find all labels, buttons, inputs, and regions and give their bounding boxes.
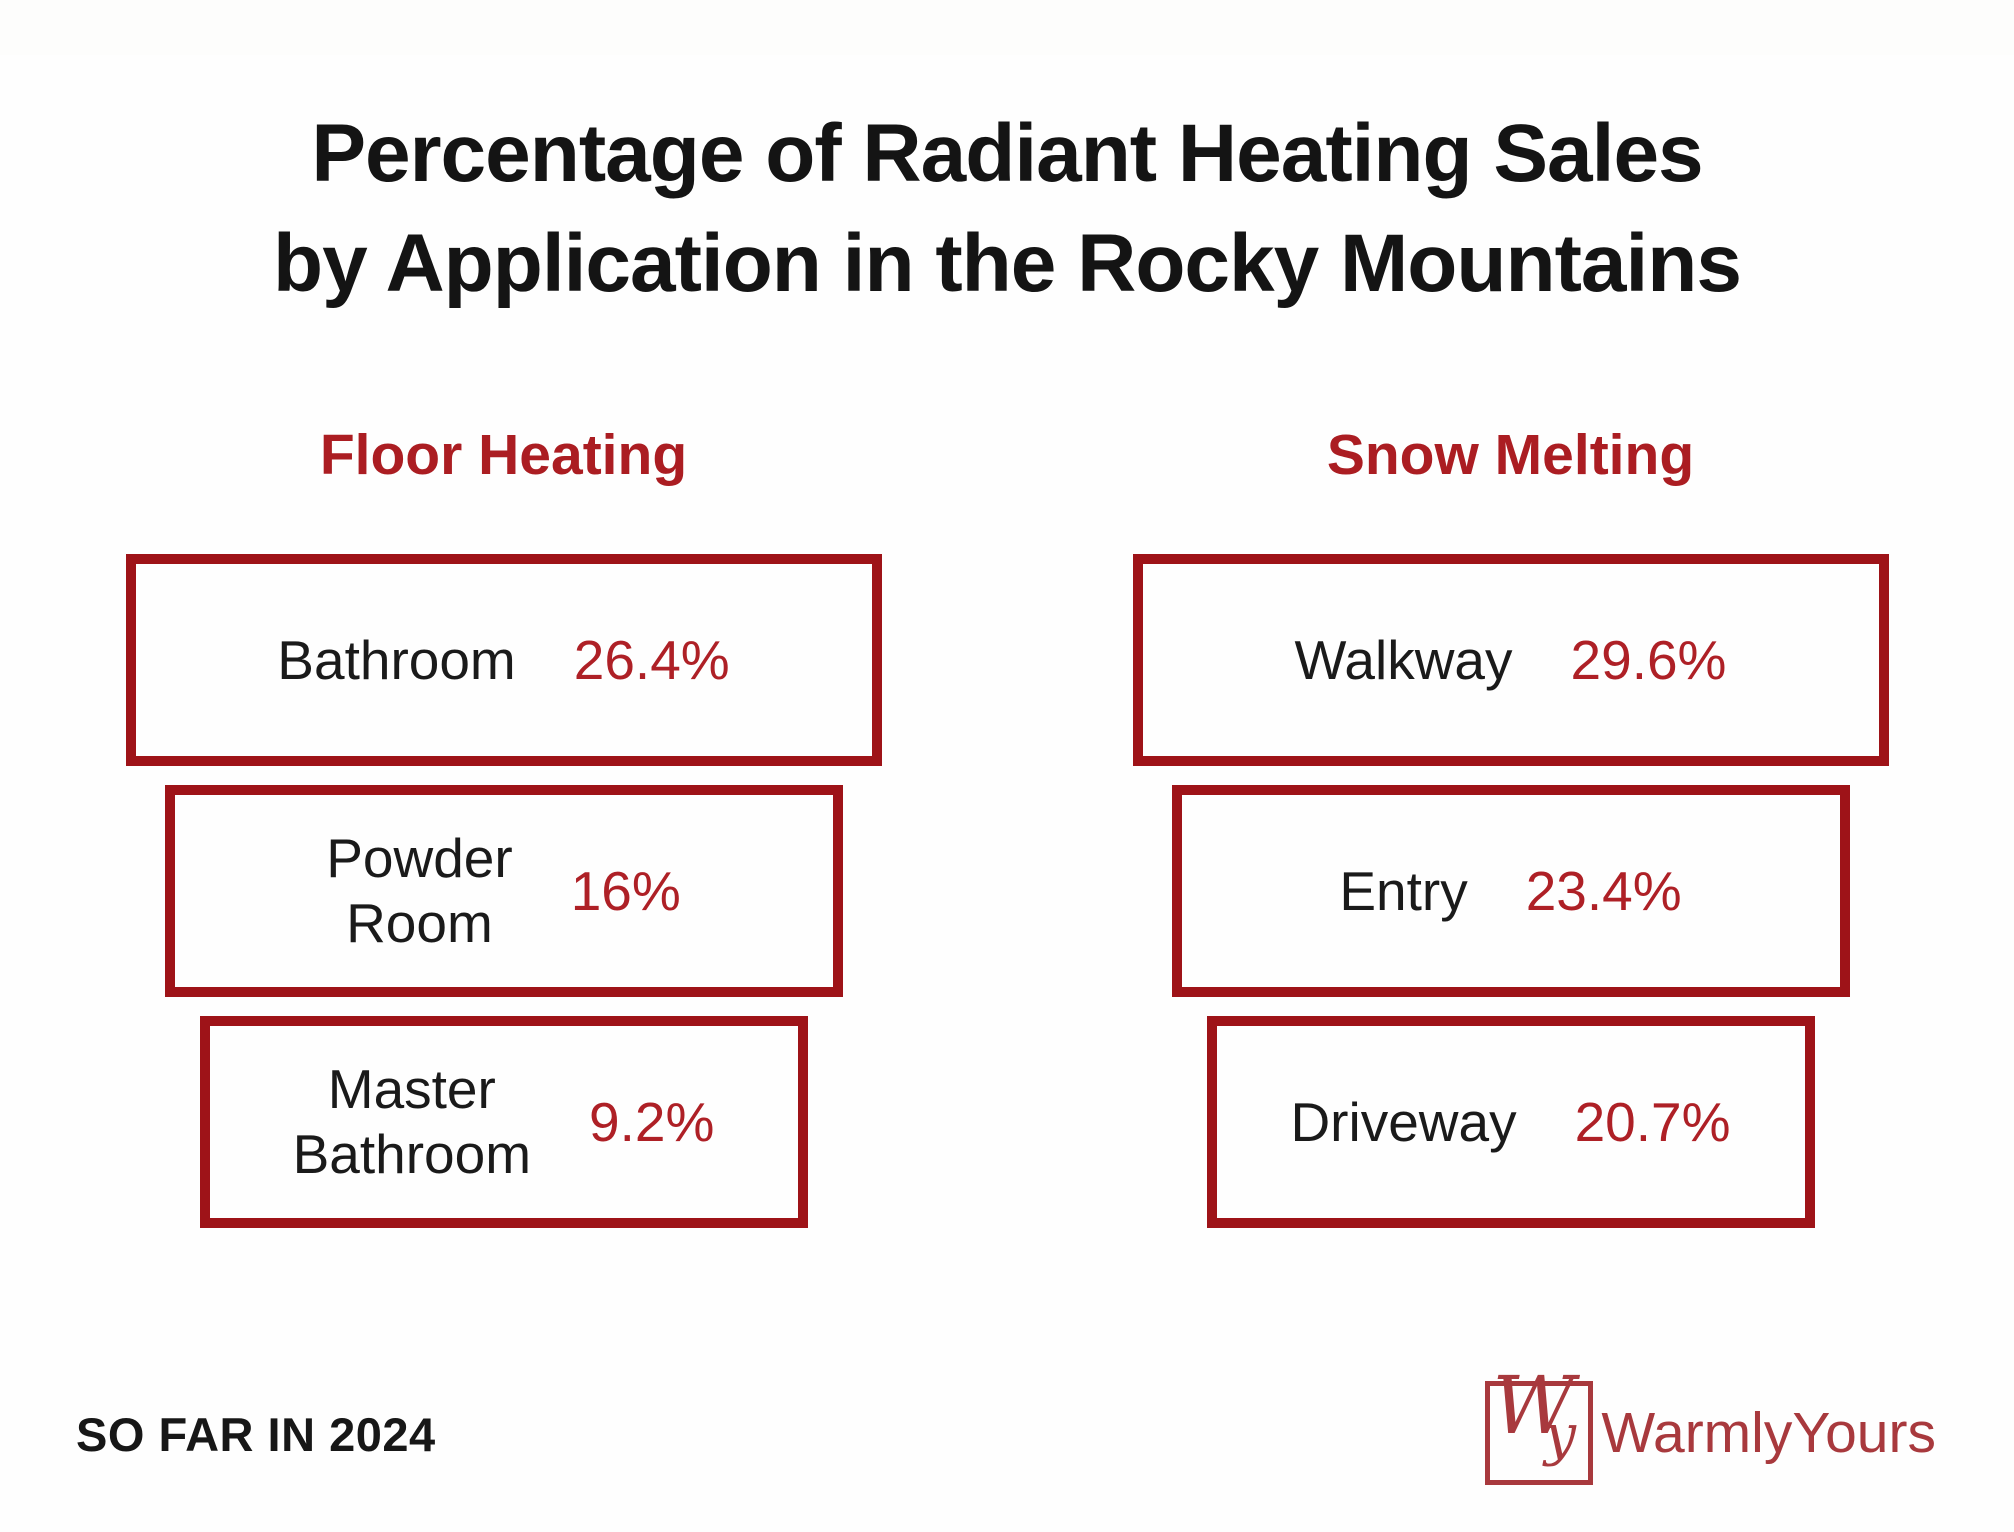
stat-value-walkway: 29.6% (1570, 629, 1727, 692)
stat-box-driveway: Driveway 20.7% (1206, 1016, 1815, 1229)
stat-label-driveway: Driveway (1290, 1090, 1517, 1153)
column-snow-melting: Snow Melting Walkway 29.6% Entry 23.4% D… (1007, 423, 2014, 1248)
chart-columns: Floor Heating Bathroom 26.4% Powder Room… (0, 423, 2014, 1248)
column-floor-heating: Floor Heating Bathroom 26.4% Powder Room… (0, 423, 1007, 1248)
page-title: Percentage of Radiant Heating Sales by A… (0, 55, 2014, 319)
page-title-line-1: Percentage of Radiant Heating Sales (311, 107, 1703, 199)
warmlyyours-monogram-icon: W y (1485, 1365, 1594, 1485)
stat-label-powder-room: Powder Room (326, 827, 513, 955)
stat-value-bathroom: 26.4% (573, 629, 730, 692)
stat-box-entry: Entry 23.4% (1171, 785, 1850, 998)
stat-label-walkway: Walkway (1294, 628, 1513, 691)
warmlyyours-wordmark: WarmlyYours (1601, 1400, 1936, 1465)
stat-label-master-bathroom: Master Bathroom (292, 1058, 532, 1186)
footer-note: SO FAR IN 2024 (76, 1407, 436, 1461)
stat-value-entry: 23.4% (1525, 860, 1682, 923)
warmlyyours-logo: W y WarmlyYours (1485, 1365, 1936, 1485)
column-header-snow-melting: Snow Melting (1326, 422, 1695, 487)
column-header-floor-heating: Floor Heating (319, 422, 688, 487)
stat-box-walkway: Walkway 29.6% (1132, 554, 1889, 767)
stat-label-entry: Entry (1339, 859, 1468, 922)
stat-box-powder-room: Powder Room 16% (164, 785, 843, 998)
stat-value-master-bathroom: 9.2% (589, 1091, 715, 1154)
monogram-y: y (1544, 1402, 1576, 1468)
stat-value-powder-room: 16% (570, 860, 681, 923)
monogram-w: W (1492, 1358, 1575, 1452)
page-title-line-2: by Application in the Rocky Mountains (273, 217, 1742, 309)
stat-label-bathroom: Bathroom (277, 628, 516, 691)
stat-value-driveway: 20.7% (1574, 1091, 1731, 1154)
stat-box-master-bathroom: Master Bathroom 9.2% (199, 1016, 808, 1229)
stat-box-bathroom: Bathroom 26.4% (125, 554, 882, 767)
infographic-canvas: Percentage of Radiant Heating Sales by A… (0, 54, 2014, 1532)
